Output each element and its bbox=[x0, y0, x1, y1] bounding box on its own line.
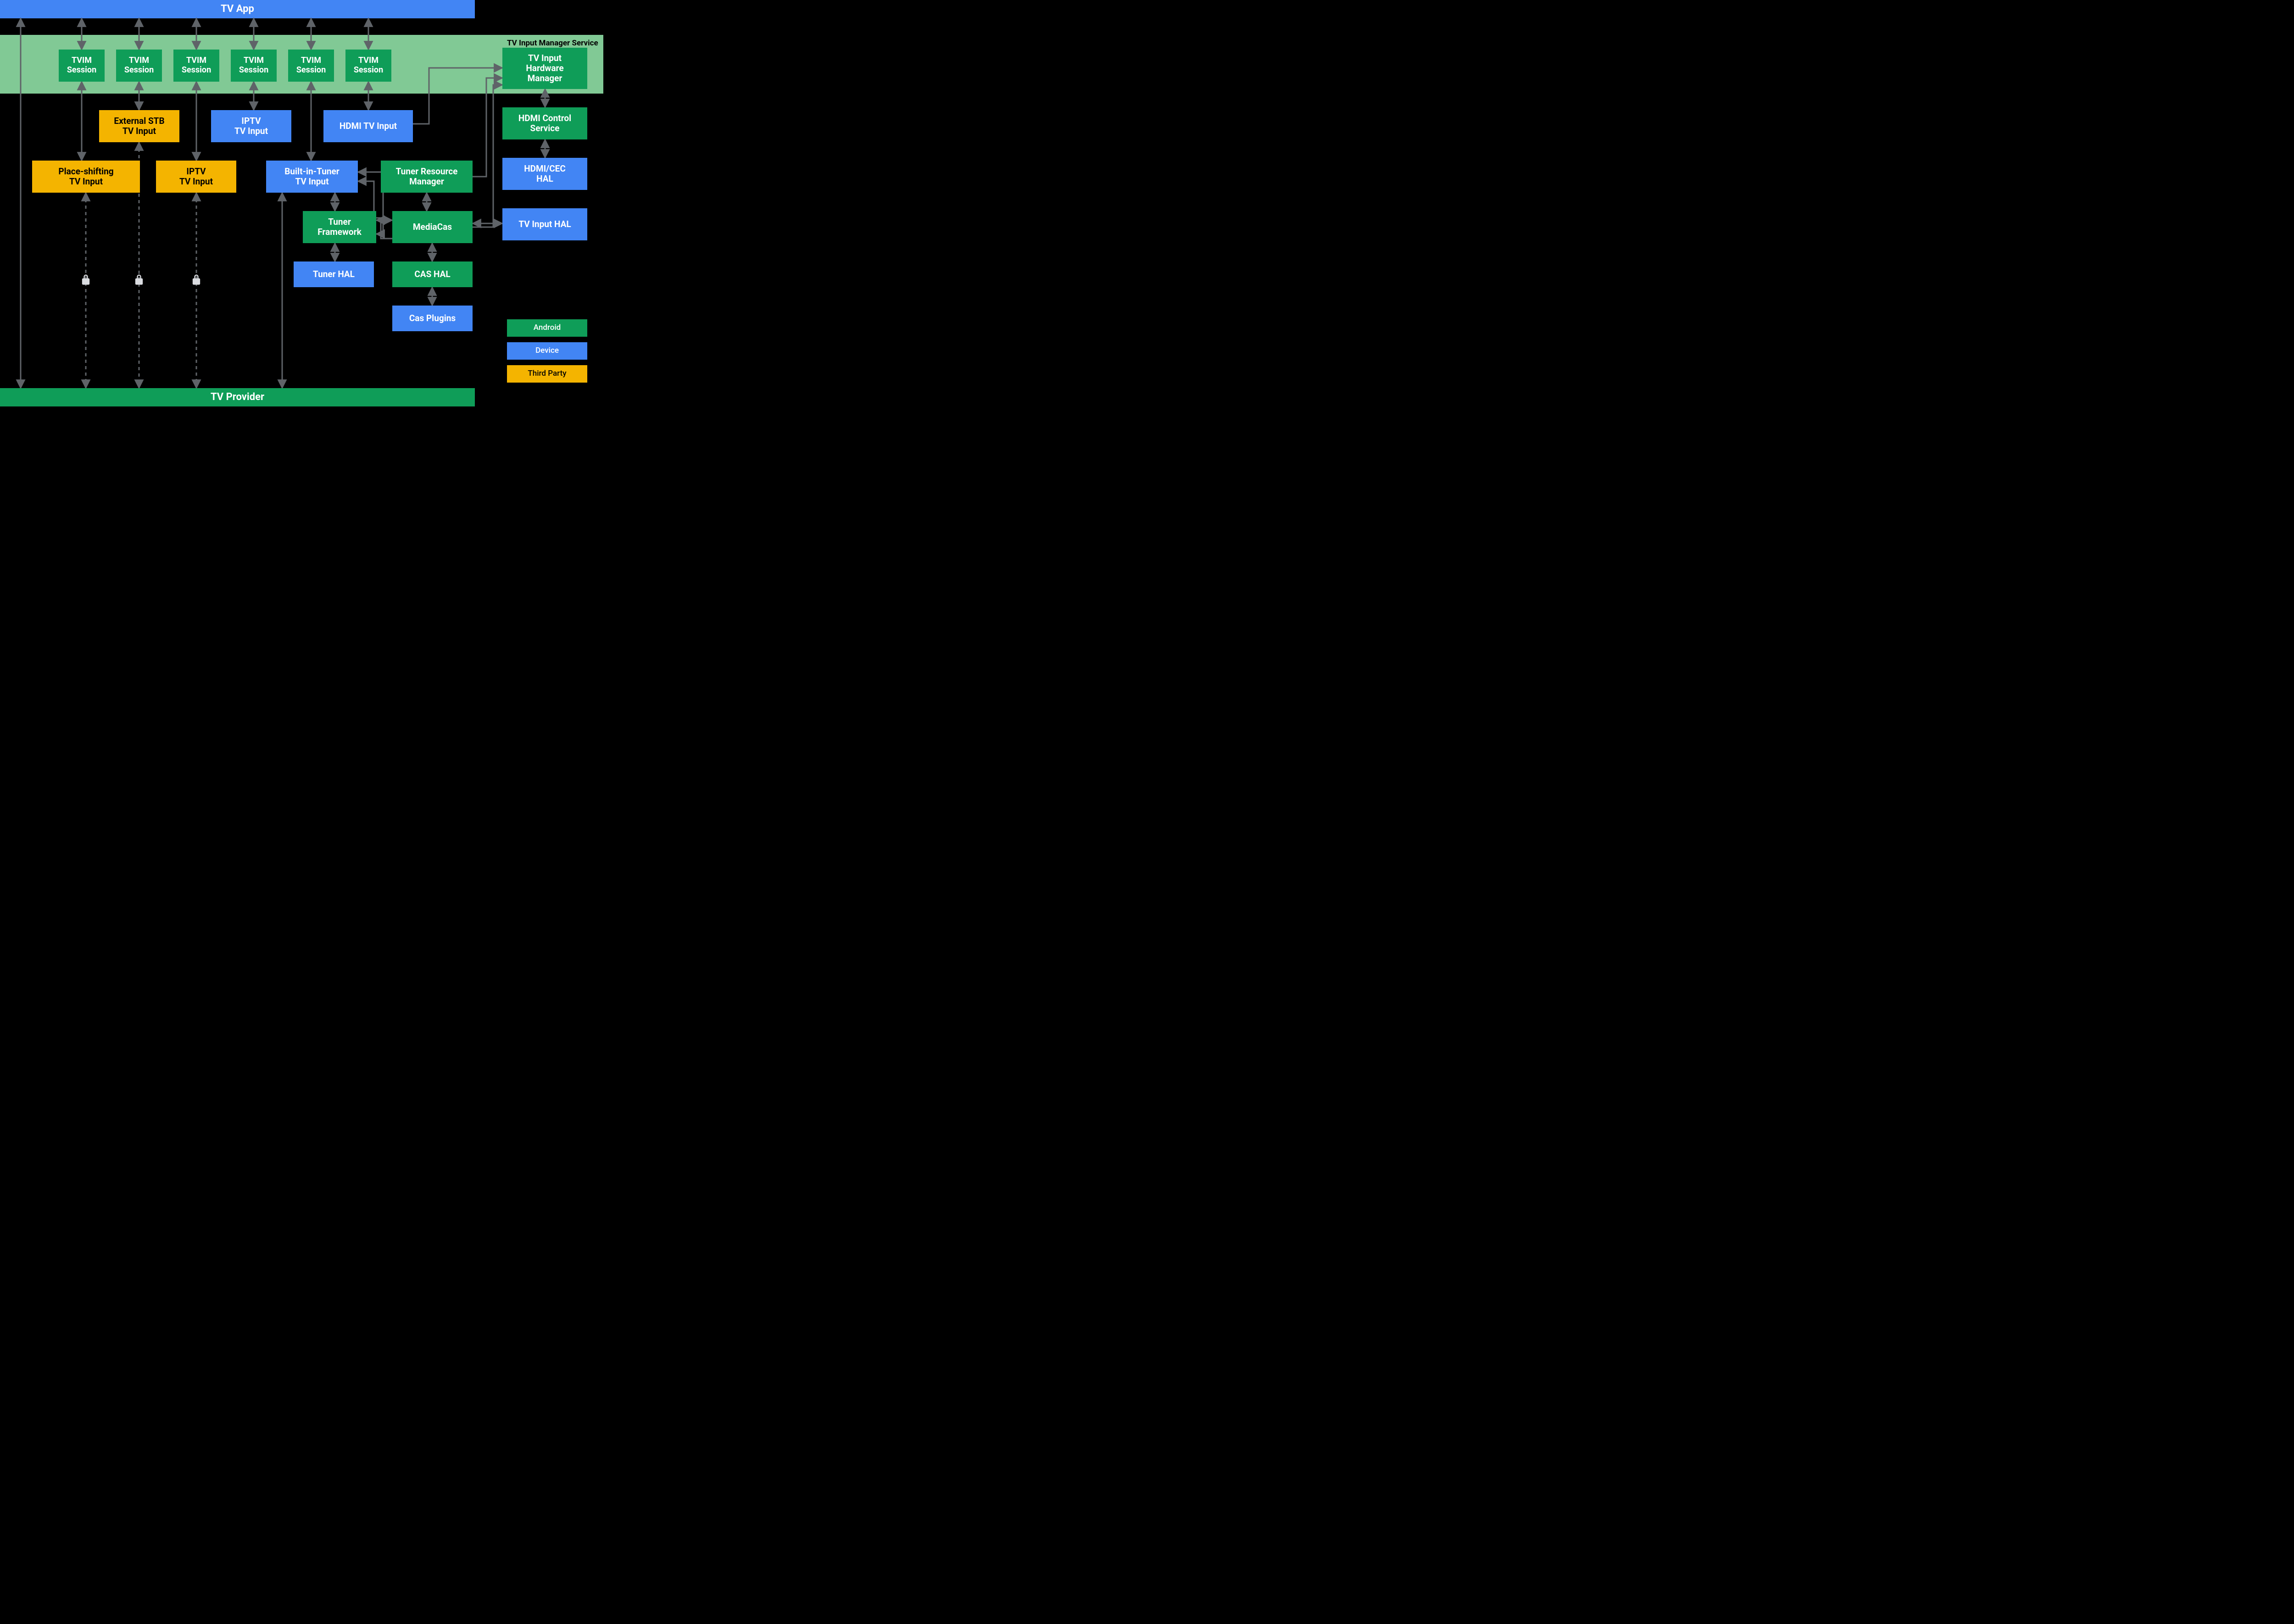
tvim-session: TVIMSession bbox=[345, 50, 391, 82]
row2-hdmi_hal: HDMI/CECHAL bbox=[502, 158, 587, 190]
row2-placeshift: Place-shiftingTV Input bbox=[32, 161, 140, 193]
edge bbox=[473, 85, 502, 227]
tvim-service-label: TV Input Manager Service bbox=[507, 39, 598, 48]
tvim-session: TVIMSession bbox=[288, 50, 334, 82]
row1-iptv_dev: IPTVTV Input bbox=[211, 110, 291, 142]
row3-tuner_fw: TunerFramework bbox=[303, 211, 376, 243]
row2-trm: Tuner ResourceManager bbox=[381, 161, 473, 193]
hwmgr-l1: TV Input bbox=[526, 53, 563, 63]
tv-provider-bar: TV Provider bbox=[0, 388, 475, 406]
tvim-session: TVIMSession bbox=[173, 50, 219, 82]
row1-ext_stb: External STBTV Input bbox=[99, 110, 179, 142]
legend-title_android: Android bbox=[507, 319, 587, 337]
tvim-session: TVIMSession bbox=[231, 50, 277, 82]
lock-icon bbox=[79, 273, 92, 286]
tvim-session: TVIMSession bbox=[116, 50, 162, 82]
hwmgr-l3: Manager bbox=[526, 73, 563, 83]
row1-hdmi_in: HDMI TV Input bbox=[323, 110, 413, 142]
row2-iptv_tp: IPTVTV Input bbox=[156, 161, 236, 193]
lock-icon bbox=[190, 273, 203, 286]
row2-builtin: Built-in-TunerTV Input bbox=[266, 161, 358, 193]
row3-tvin_hal: TV Input HAL bbox=[502, 208, 587, 240]
tvim-session: TVIMSession bbox=[59, 50, 105, 82]
row1-hdmi_ctrl: HDMI ControlService bbox=[502, 107, 587, 139]
row4-tuner_hal: Tuner HAL bbox=[294, 261, 374, 287]
tv-input-hw-manager: TV Input Hardware Manager bbox=[502, 48, 587, 89]
row3-mediacas: MediaCas bbox=[392, 211, 473, 243]
legend-title_thirdparty: Third Party bbox=[507, 365, 587, 383]
tv-app-label: TV App bbox=[221, 3, 254, 15]
tv-app-bar: TV App bbox=[0, 0, 475, 18]
row4-cas_hal: CAS HAL bbox=[392, 261, 473, 287]
hwmgr-l2: Hardware bbox=[526, 63, 563, 73]
tv-provider-label: TV Provider bbox=[211, 391, 264, 403]
lock-icon bbox=[133, 273, 145, 286]
legend-title_device: Device bbox=[507, 342, 587, 360]
row5-cas_plugins: Cas Plugins bbox=[392, 306, 473, 331]
diagram-canvas: TV Input Manager Service TV App TVIMSess… bbox=[0, 0, 603, 406]
